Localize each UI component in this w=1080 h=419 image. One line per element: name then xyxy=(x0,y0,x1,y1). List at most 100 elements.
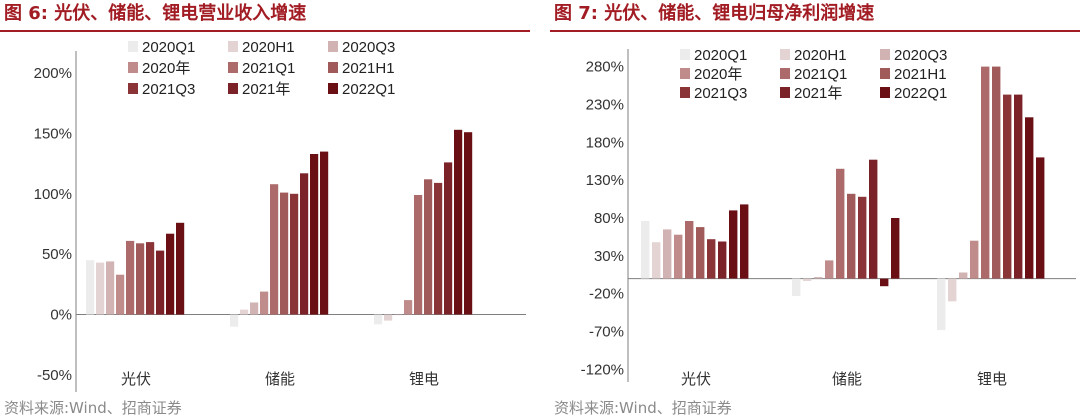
legend-swatch xyxy=(128,83,138,94)
bar xyxy=(674,234,683,279)
bar xyxy=(270,184,279,315)
bar xyxy=(96,262,105,315)
y-tick-label: 0% xyxy=(50,307,72,324)
bar xyxy=(663,229,672,279)
y-tick-label: 80% xyxy=(594,210,624,227)
bar xyxy=(1036,157,1045,279)
figure-title-right: 图 7: 光伏、储能、锂电归母净利润增速 xyxy=(554,0,874,28)
legend-label: 2020Q1 xyxy=(142,39,195,56)
title-rule-left xyxy=(0,30,530,32)
figure-label-left: 图 6: xyxy=(4,3,48,24)
legend-swatch xyxy=(680,49,690,60)
category-label: 光伏 xyxy=(681,370,711,388)
legend-swatch xyxy=(680,68,690,79)
bar xyxy=(869,159,878,279)
y-tick-label: -20% xyxy=(589,286,624,303)
legend-swatch xyxy=(328,83,338,94)
legend-swatch xyxy=(880,68,890,79)
bar xyxy=(685,221,694,279)
y-tick-label: 230% xyxy=(586,96,624,113)
legend-swatch xyxy=(228,41,238,52)
bar xyxy=(981,66,990,279)
legend-label: 2021Q3 xyxy=(142,81,195,98)
legend-swatch xyxy=(780,87,790,98)
bar xyxy=(959,272,968,279)
legend-swatch xyxy=(128,41,138,52)
bar xyxy=(374,314,383,325)
bar xyxy=(116,274,125,315)
y-tick-label: 280% xyxy=(586,59,624,76)
legend-swatch xyxy=(880,49,890,60)
title-rule-right xyxy=(550,30,1080,32)
y-tick-label: -70% xyxy=(589,324,624,341)
source-note-left: 资料来源:Wind、招商证券 xyxy=(4,399,182,417)
legend-label: 2021Q1 xyxy=(794,66,847,83)
chart-panel-right: 图 7: 光伏、储能、锂电归母净利润增速 280% 230% 180% 130% 80%… xyxy=(550,0,1080,419)
bar xyxy=(280,192,289,315)
bar-chart-right: 280% 230% 180% 130% 80% 30% -20% -70% -120% 光伏 储能 锂… xyxy=(581,47,1076,388)
bar xyxy=(970,240,979,279)
bar xyxy=(156,250,165,315)
bar xyxy=(454,129,463,315)
bar xyxy=(858,196,867,279)
bar xyxy=(250,302,259,315)
bar xyxy=(1003,94,1012,279)
legend-label: 2020H1 xyxy=(794,47,847,64)
legend-label: 2022Q1 xyxy=(894,85,947,102)
legend-label: 2020年 xyxy=(694,66,742,83)
y-tick-label: 180% xyxy=(586,134,624,151)
legend-swatch xyxy=(228,62,238,73)
bar xyxy=(166,233,175,315)
y-tick-label: -120% xyxy=(581,361,624,378)
source-note-right: 资料来源:Wind、招商证券 xyxy=(554,399,732,417)
legend-label: 2020Q1 xyxy=(694,47,747,64)
bar xyxy=(230,314,239,327)
bar xyxy=(146,242,155,315)
bar xyxy=(424,179,433,315)
y-tick-label: 50% xyxy=(42,246,72,263)
bar xyxy=(1025,117,1034,279)
bar xyxy=(937,278,946,331)
legend-label: 2021Q3 xyxy=(694,85,747,102)
legend-swatch xyxy=(880,87,890,98)
legend-swatch xyxy=(228,83,238,94)
bar xyxy=(825,260,834,279)
bar xyxy=(86,260,95,315)
bar xyxy=(434,182,443,315)
category-label: 储能 xyxy=(265,370,295,388)
bar xyxy=(948,278,957,302)
legend-label: 2022Q1 xyxy=(342,81,395,98)
chart-panel-left: 图 6: 光伏、储能、锂电营业收入增速 200% 150% 100% 50% 0% -50… xyxy=(0,0,530,419)
bar xyxy=(1014,94,1023,279)
bar xyxy=(240,309,249,315)
bar xyxy=(136,243,145,315)
legend-label: 2021Q1 xyxy=(242,60,295,77)
bar xyxy=(290,193,299,315)
category-label: 锂电 xyxy=(409,370,439,388)
legend-swatch xyxy=(780,49,790,60)
bar xyxy=(891,218,900,279)
legend-label: 2021H1 xyxy=(894,66,947,83)
figure-title-left: 图 6: 光伏、储能、锂电营业收入增速 xyxy=(4,0,306,28)
bar xyxy=(696,227,705,279)
y-tick-label: 150% xyxy=(34,125,72,142)
bar xyxy=(792,278,801,296)
bar xyxy=(126,240,135,315)
bar xyxy=(260,291,269,315)
legend-swatch xyxy=(328,62,338,73)
bar xyxy=(814,277,823,279)
y-tick-label: 130% xyxy=(586,172,624,189)
bar xyxy=(641,221,650,279)
y-tick-label: 200% xyxy=(34,65,72,82)
bar xyxy=(847,193,856,279)
bar xyxy=(394,314,403,316)
legend-swatch xyxy=(780,68,790,79)
bar xyxy=(707,239,716,279)
bar xyxy=(176,222,185,315)
legend-label: 2020H1 xyxy=(242,39,295,56)
legend-label: 2020年 xyxy=(142,60,190,77)
bar xyxy=(718,241,727,279)
figure-label-right: 图 7: xyxy=(554,3,598,24)
legend: 2020Q1 2020H1 2020Q3 2020年 2021Q1 2021H1 2021Q… xyxy=(128,39,395,98)
